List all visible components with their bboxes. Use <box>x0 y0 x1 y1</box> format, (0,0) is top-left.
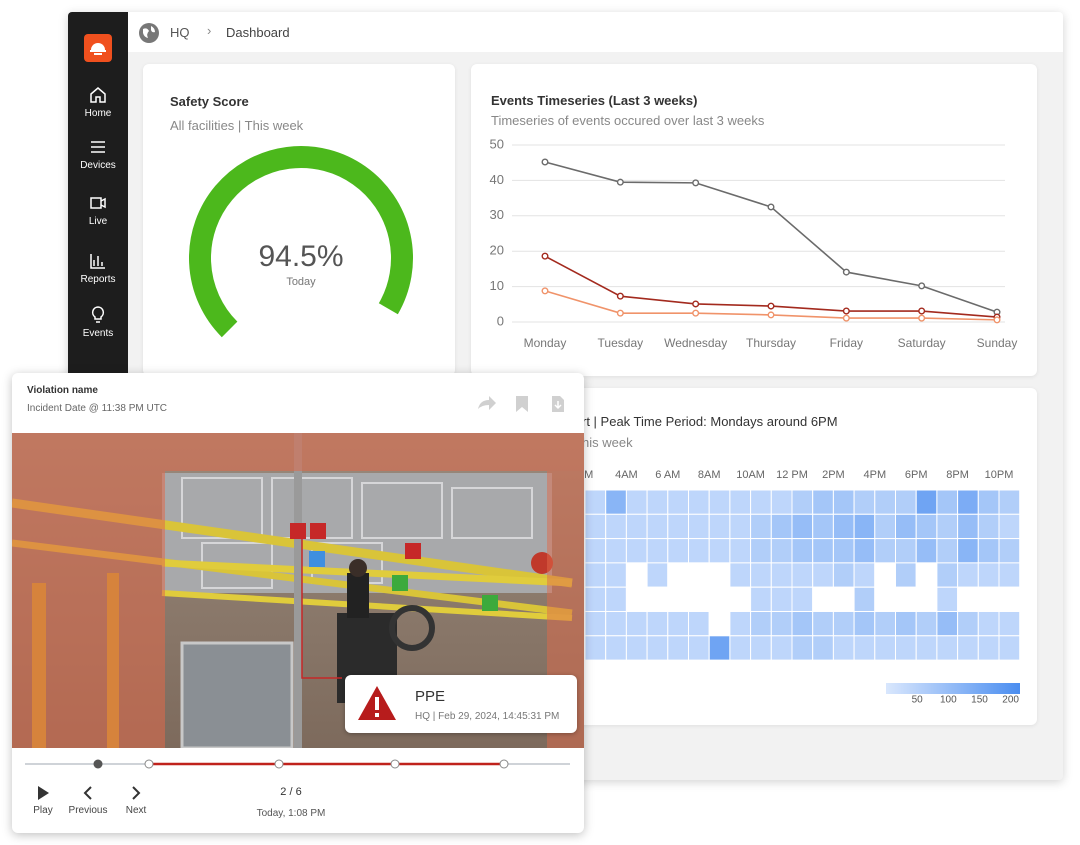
devices-icon <box>91 141 105 153</box>
incident-date: Incident Date @ 11:38 PM UTC <box>27 403 168 414</box>
incident-panel: Violation name Incident Date @ 11:38 PM … <box>12 373 584 833</box>
alert-label: PPE <box>415 688 446 705</box>
incident-title: Violation name <box>27 385 98 396</box>
card-title: rt | Peak Time Period: Mondays around 6P… <box>582 414 838 429</box>
play-button[interactable]: Play <box>13 785 73 816</box>
safety-card <box>143 64 455 376</box>
clip-time: Today, 1:08 PM <box>256 808 326 819</box>
nav-label: Reports <box>80 274 116 285</box>
nav-label: Live <box>88 216 108 227</box>
nav-label: Devices <box>80 160 116 171</box>
logo <box>84 34 112 62</box>
nav-events[interactable]: Events <box>68 305 128 339</box>
play-icon <box>38 786 49 800</box>
previous-icon <box>83 786 92 800</box>
previous-button[interactable]: Previous <box>58 785 118 816</box>
top-bar <box>128 12 1063 52</box>
live-icon <box>90 197 106 209</box>
card-title: Safety Score <box>170 94 249 109</box>
alert-detail: HQ | Feb 29, 2024, 14:45:31 PM <box>415 711 560 722</box>
breadcrumb-item: Dashboard <box>226 25 290 40</box>
control-label: Previous <box>68 805 108 816</box>
breadcrumb-item[interactable]: HQ <box>170 25 190 40</box>
sidebar <box>68 12 128 382</box>
control-label: Next <box>125 805 147 816</box>
clip-position: 2 / 6 <box>280 786 302 798</box>
timeline[interactable] <box>12 753 584 773</box>
card-subtitle: his week <box>582 435 633 450</box>
events-card <box>471 64 1037 376</box>
card-subtitle: Timeseries of events occured over last 3… <box>491 113 765 128</box>
nav-reports[interactable]: Reports <box>68 251 128 285</box>
control-label: Play <box>33 805 53 816</box>
breadcrumb-separator: › <box>207 23 212 38</box>
globe-icon <box>139 23 159 43</box>
panel-actions[interactable] <box>474 393 574 415</box>
alert-popup[interactable]: PPE HQ | Feb 29, 2024, 14:45:31 PM <box>345 675 577 733</box>
alert-icon <box>358 686 396 720</box>
nav-label: Home <box>84 108 112 119</box>
nav-devices[interactable]: Devices <box>68 137 128 171</box>
card-subtitle: All facilities | This week <box>170 118 304 133</box>
nav-home[interactable]: Home <box>68 85 128 119</box>
nav-label: Events <box>82 328 114 339</box>
card-title: Events Timeseries (Last 3 weeks) <box>491 93 698 108</box>
events-icon <box>91 306 105 323</box>
home-icon <box>90 87 106 103</box>
reports-icon <box>90 254 105 269</box>
next-icon <box>132 786 141 800</box>
nav-live[interactable]: Live <box>68 193 128 227</box>
next-button[interactable]: Next <box>106 785 166 816</box>
